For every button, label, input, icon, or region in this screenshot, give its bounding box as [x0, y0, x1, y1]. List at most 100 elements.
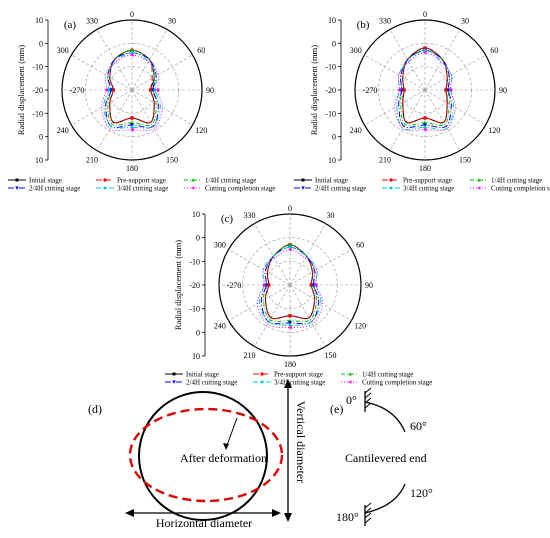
- legend-marker-sample: [389, 186, 393, 190]
- legend-entry-label: 3/4H cutting stage: [274, 379, 325, 387]
- legend-marker-sample: [103, 186, 107, 190]
- angle-tick-label: 240: [214, 322, 226, 331]
- legend-marker-sample: [103, 178, 107, 182]
- polar-chart-c: 0 30 60 90 120 150 180 210 240 -270 300 330 10 0 -10 -2…: [165, 204, 432, 387]
- polar-spoke: [131, 89, 168, 151]
- angle-tick-label: 0: [423, 10, 427, 19]
- angle-tick-label: 240: [350, 126, 362, 135]
- angle-tick-label: 30: [461, 17, 469, 26]
- polar-outer-circle: [354, 19, 496, 161]
- polar-chart-a: 0 30 60 90 120 150 180 210 240 -270 300 330 10 0 -10 -2…: [8, 10, 275, 193]
- radial-tick-label: 10: [35, 156, 43, 165]
- legend-entry-label: 1/4H cutting stage: [362, 371, 413, 379]
- angle-tick-label: 60: [197, 46, 205, 55]
- cantilever-text: Cantilevered end: [345, 451, 427, 465]
- series-marker: [288, 247, 292, 252]
- radial-tick-label: -10: [189, 305, 200, 314]
- polar-spoke: [71, 54, 133, 91]
- radial-tick-label: 10: [192, 352, 200, 361]
- radial-tick-label: 0: [39, 39, 43, 48]
- angle-tick-label: 150: [459, 155, 471, 164]
- angle-tick-label: -270: [227, 281, 242, 290]
- angle-tick-label: 120: [354, 322, 366, 331]
- angle-tick-label: 150: [325, 351, 337, 360]
- diagram-d: (d) After deformation Vertical diameter …: [88, 379, 308, 530]
- series-marker: [130, 116, 134, 120]
- polar-spoke: [71, 89, 133, 126]
- legend-marker-sample: [260, 372, 264, 376]
- series-marker: [448, 88, 453, 92]
- legend-entry-label: Cutting completion stage: [205, 185, 275, 193]
- legend-marker-sample: [191, 178, 195, 182]
- radial-axis-title: Radial displacement (mm): [173, 240, 183, 330]
- legend-entry-label: 1/4H cutting stage: [491, 177, 542, 185]
- vertical-arrow-head-bottom: [284, 513, 292, 522]
- series-marker: [130, 123, 134, 127]
- radial-tick-label: -20: [189, 281, 200, 290]
- legend-entry-label: Pre-support stage: [403, 177, 452, 185]
- series-line: [103, 52, 161, 129]
- angle-tick-label: 30: [327, 211, 335, 220]
- series-marker: [397, 88, 401, 92]
- panel-label: (a): [64, 19, 77, 31]
- deformation-pointer: [225, 417, 238, 449]
- series-marker: [130, 53, 134, 57]
- polar-spoke: [289, 223, 326, 286]
- radial-tick-label: -10: [325, 63, 336, 72]
- legend-entry-label: Initial stage: [315, 177, 348, 185]
- polar-spoke: [254, 284, 291, 347]
- angle-tick-label: 300: [350, 46, 362, 55]
- polar-spoke: [289, 284, 352, 321]
- series-marker: [109, 88, 113, 92]
- series-marker: [130, 48, 134, 52]
- vertical-diameter-label: Vertical diameter: [294, 401, 308, 483]
- angle-tick-label: 300: [57, 46, 69, 55]
- legend-entry-label: Pre-support stage: [117, 177, 166, 185]
- polar-spoke: [364, 54, 426, 91]
- radial-tick-label: 10: [328, 156, 336, 165]
- angle-60-label: 60°: [410, 419, 427, 433]
- panel-label: (c): [221, 213, 234, 225]
- legend-entry-label: Cutting completion stage: [362, 379, 432, 387]
- angle-tick-label: -270: [363, 86, 378, 95]
- horizontal-diameter-label: Horizontal diameter: [156, 516, 252, 530]
- series-marker: [423, 127, 427, 132]
- angle-tick-label: 30: [168, 17, 176, 26]
- legend-marker-sample: [15, 186, 19, 190]
- radial-tick-label: 10: [328, 16, 336, 25]
- legend-marker-sample: [301, 178, 305, 182]
- legend-entry-label: 3/4H cutting stage: [403, 185, 454, 193]
- horizontal-arrow-head-left: [125, 509, 134, 517]
- radial-tick-label: 10: [192, 210, 200, 219]
- horizontal-arrow-head-right: [272, 509, 281, 517]
- angle-tick-label: 180: [284, 360, 296, 369]
- radial-tick-label: 0: [332, 133, 336, 142]
- series-marker: [423, 120, 427, 125]
- polar-spoke: [131, 89, 193, 126]
- angle-tick-label: -270: [70, 86, 85, 95]
- angle-tick-label: 330: [244, 211, 256, 220]
- polar-spoke: [96, 89, 133, 151]
- radial-tick-label: 0: [196, 234, 200, 243]
- series-marker: [423, 123, 427, 127]
- legend-marker-sample: [15, 178, 19, 182]
- radial-tick-label: -10: [32, 63, 43, 72]
- radial-tick-label: -10: [325, 109, 336, 118]
- radial-tick-label: 0: [332, 39, 336, 48]
- series-marker: [151, 88, 155, 92]
- series-marker: [311, 283, 316, 287]
- radial-tick-label: -20: [325, 86, 336, 95]
- legend-entry-label: Initial stage: [29, 177, 62, 185]
- series-marker: [130, 120, 134, 125]
- legend-marker-sample: [172, 380, 176, 384]
- series-marker: [155, 88, 160, 92]
- angle-tick-label: 150: [166, 155, 178, 164]
- series-marker: [288, 321, 292, 325]
- polar-outer-circle: [61, 19, 203, 161]
- angle-tick-label: 240: [57, 126, 69, 135]
- legend-marker-sample: [477, 178, 481, 182]
- angle-tick-label: 90: [365, 281, 373, 290]
- deformed-ellipse: [128, 407, 284, 503]
- radial-tick-label: -10: [32, 109, 43, 118]
